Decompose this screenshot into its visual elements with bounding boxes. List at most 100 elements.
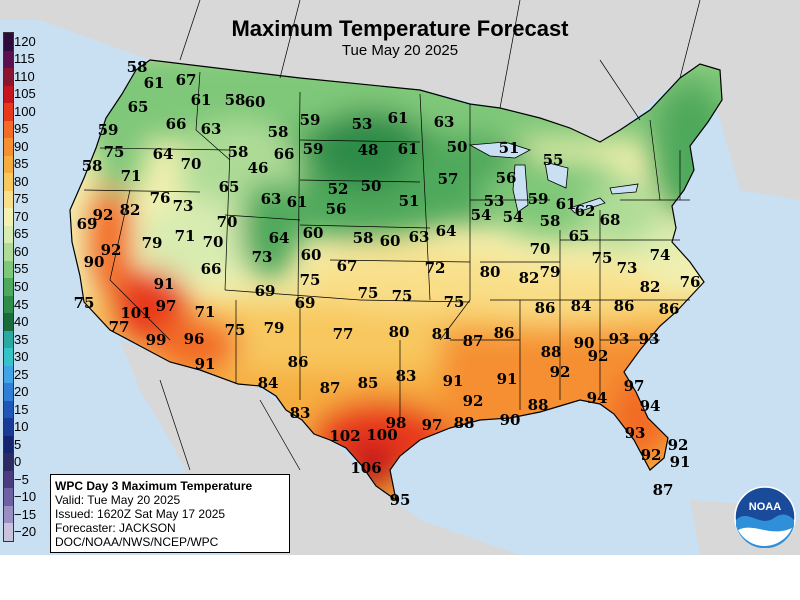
temperature-value: 92 bbox=[640, 446, 662, 464]
legend-swatch bbox=[4, 68, 13, 86]
temperature-value: 73 bbox=[172, 197, 194, 215]
temperature-value: 75 bbox=[391, 287, 413, 305]
legend-swatch bbox=[4, 138, 13, 156]
temperature-value: 80 bbox=[388, 323, 410, 341]
temperature-value: 85 bbox=[357, 374, 379, 392]
temperature-value: 50 bbox=[446, 138, 468, 156]
legend-value: 10 bbox=[14, 419, 29, 435]
temperature-value: 71 bbox=[174, 227, 196, 245]
legend-swatch bbox=[4, 295, 13, 314]
temperature-value: 84 bbox=[570, 297, 592, 315]
temperature-value: 77 bbox=[108, 318, 130, 336]
legend-color-bar bbox=[3, 32, 14, 542]
temperature-value: 91 bbox=[153, 275, 175, 293]
legend-swatch bbox=[4, 85, 13, 104]
legend-value: 80 bbox=[14, 173, 29, 189]
temperature-value: 72 bbox=[424, 259, 446, 277]
temperature-value: 90 bbox=[83, 253, 105, 271]
temperature-value: 57 bbox=[437, 170, 459, 188]
legend-swatch bbox=[4, 190, 13, 209]
temperature-value: 70 bbox=[202, 233, 224, 251]
temperature-value: 50 bbox=[360, 177, 382, 195]
temperature-value: 92 bbox=[100, 241, 122, 259]
temperature-value: 69 bbox=[254, 282, 276, 300]
legend-swatch bbox=[4, 453, 13, 471]
temperature-value: 75 bbox=[357, 284, 379, 302]
temperature-value: 64 bbox=[152, 145, 174, 163]
temperature-value: 86 bbox=[493, 324, 515, 342]
temperature-value: 79 bbox=[539, 263, 561, 281]
legend-swatch bbox=[4, 523, 13, 541]
page-title: Maximum Temperature Forecast bbox=[231, 16, 569, 41]
legend-swatch bbox=[4, 33, 13, 51]
legend-swatch bbox=[4, 155, 13, 174]
legend-value: 50 bbox=[14, 279, 29, 294]
temperature-value: 88 bbox=[540, 343, 562, 361]
temperature-value: 53 bbox=[351, 115, 373, 133]
legend-swatch bbox=[4, 225, 13, 244]
temperature-value: 55 bbox=[542, 151, 564, 169]
temperature-value: 60 bbox=[302, 224, 324, 242]
temperature-value: 62 bbox=[574, 202, 596, 220]
lake-huron bbox=[544, 161, 569, 189]
temperature-value: 63 bbox=[260, 190, 282, 208]
temperature-value: 97 bbox=[155, 297, 177, 315]
temperature-value: 60 bbox=[300, 246, 322, 264]
temperature-value: 91 bbox=[496, 370, 518, 388]
temperature-value: 65 bbox=[218, 178, 240, 196]
legend-swatch bbox=[4, 120, 13, 139]
legend-swatch bbox=[4, 505, 13, 524]
temperature-value: 75 bbox=[103, 143, 125, 161]
temperature-value: 99 bbox=[145, 331, 167, 349]
temperature-value: 75 bbox=[299, 271, 321, 289]
legend-swatch bbox=[4, 435, 13, 454]
legend-value: 55 bbox=[14, 261, 29, 277]
lake-ontario bbox=[609, 183, 639, 195]
legend-value: 105 bbox=[14, 86, 36, 102]
temperature-value: 80 bbox=[479, 263, 501, 281]
legend-value: −20 bbox=[14, 524, 37, 540]
temperature-value: 70 bbox=[529, 240, 551, 258]
temperature-value: 61 bbox=[397, 140, 419, 158]
legend-value: 100 bbox=[14, 103, 36, 119]
legend-value: 95 bbox=[14, 121, 29, 137]
state-borders bbox=[83, 71, 690, 420]
temperature-value: 93 bbox=[608, 330, 630, 348]
temperature-value: 73 bbox=[616, 259, 638, 277]
temperature-value: 53 bbox=[483, 192, 505, 210]
temperature-value: 58 bbox=[267, 123, 289, 141]
temperature-value: 56 bbox=[495, 169, 517, 187]
temperature-value: 75 bbox=[591, 249, 613, 267]
temperature-value: 92 bbox=[667, 436, 689, 454]
legend-value: 15 bbox=[14, 401, 29, 417]
legend-swatch bbox=[4, 383, 13, 401]
legend-swatch bbox=[4, 348, 13, 366]
temperature-value: 52 bbox=[327, 180, 349, 198]
legend-swatch bbox=[4, 470, 13, 489]
temperature-value: 63 bbox=[433, 113, 455, 131]
temperature-value: 51 bbox=[398, 192, 420, 210]
legend-value: 85 bbox=[14, 156, 29, 172]
legend-swatch bbox=[4, 365, 13, 384]
temperature-value: 69 bbox=[76, 215, 98, 233]
legend-swatch bbox=[4, 260, 13, 279]
temperature-value: 58 bbox=[352, 229, 374, 247]
temperature-value: 64 bbox=[268, 229, 290, 247]
legend-swatch bbox=[4, 208, 13, 226]
temperature-value: 92 bbox=[92, 206, 114, 224]
temperature-value: 87 bbox=[652, 481, 674, 499]
noaa-logo-icon: NOAA bbox=[734, 486, 796, 548]
legend-value: −10 bbox=[14, 489, 37, 505]
temperature-value: 60 bbox=[244, 93, 266, 111]
temperature-value: 82 bbox=[518, 269, 540, 287]
temperature-value: 58 bbox=[81, 157, 103, 175]
legend-swatch bbox=[4, 330, 13, 349]
temperature-value: 73 bbox=[251, 248, 273, 266]
legend-value: −5 bbox=[14, 471, 29, 487]
temperature-value: 90 bbox=[573, 334, 595, 352]
legend-value: 20 bbox=[14, 384, 29, 400]
temperature-value: 68 bbox=[599, 211, 621, 229]
temperature-value: 96 bbox=[183, 330, 205, 348]
temperature-value: 58 bbox=[539, 212, 561, 230]
page-subtitle: Tue May 20 2025 bbox=[341, 42, 459, 59]
